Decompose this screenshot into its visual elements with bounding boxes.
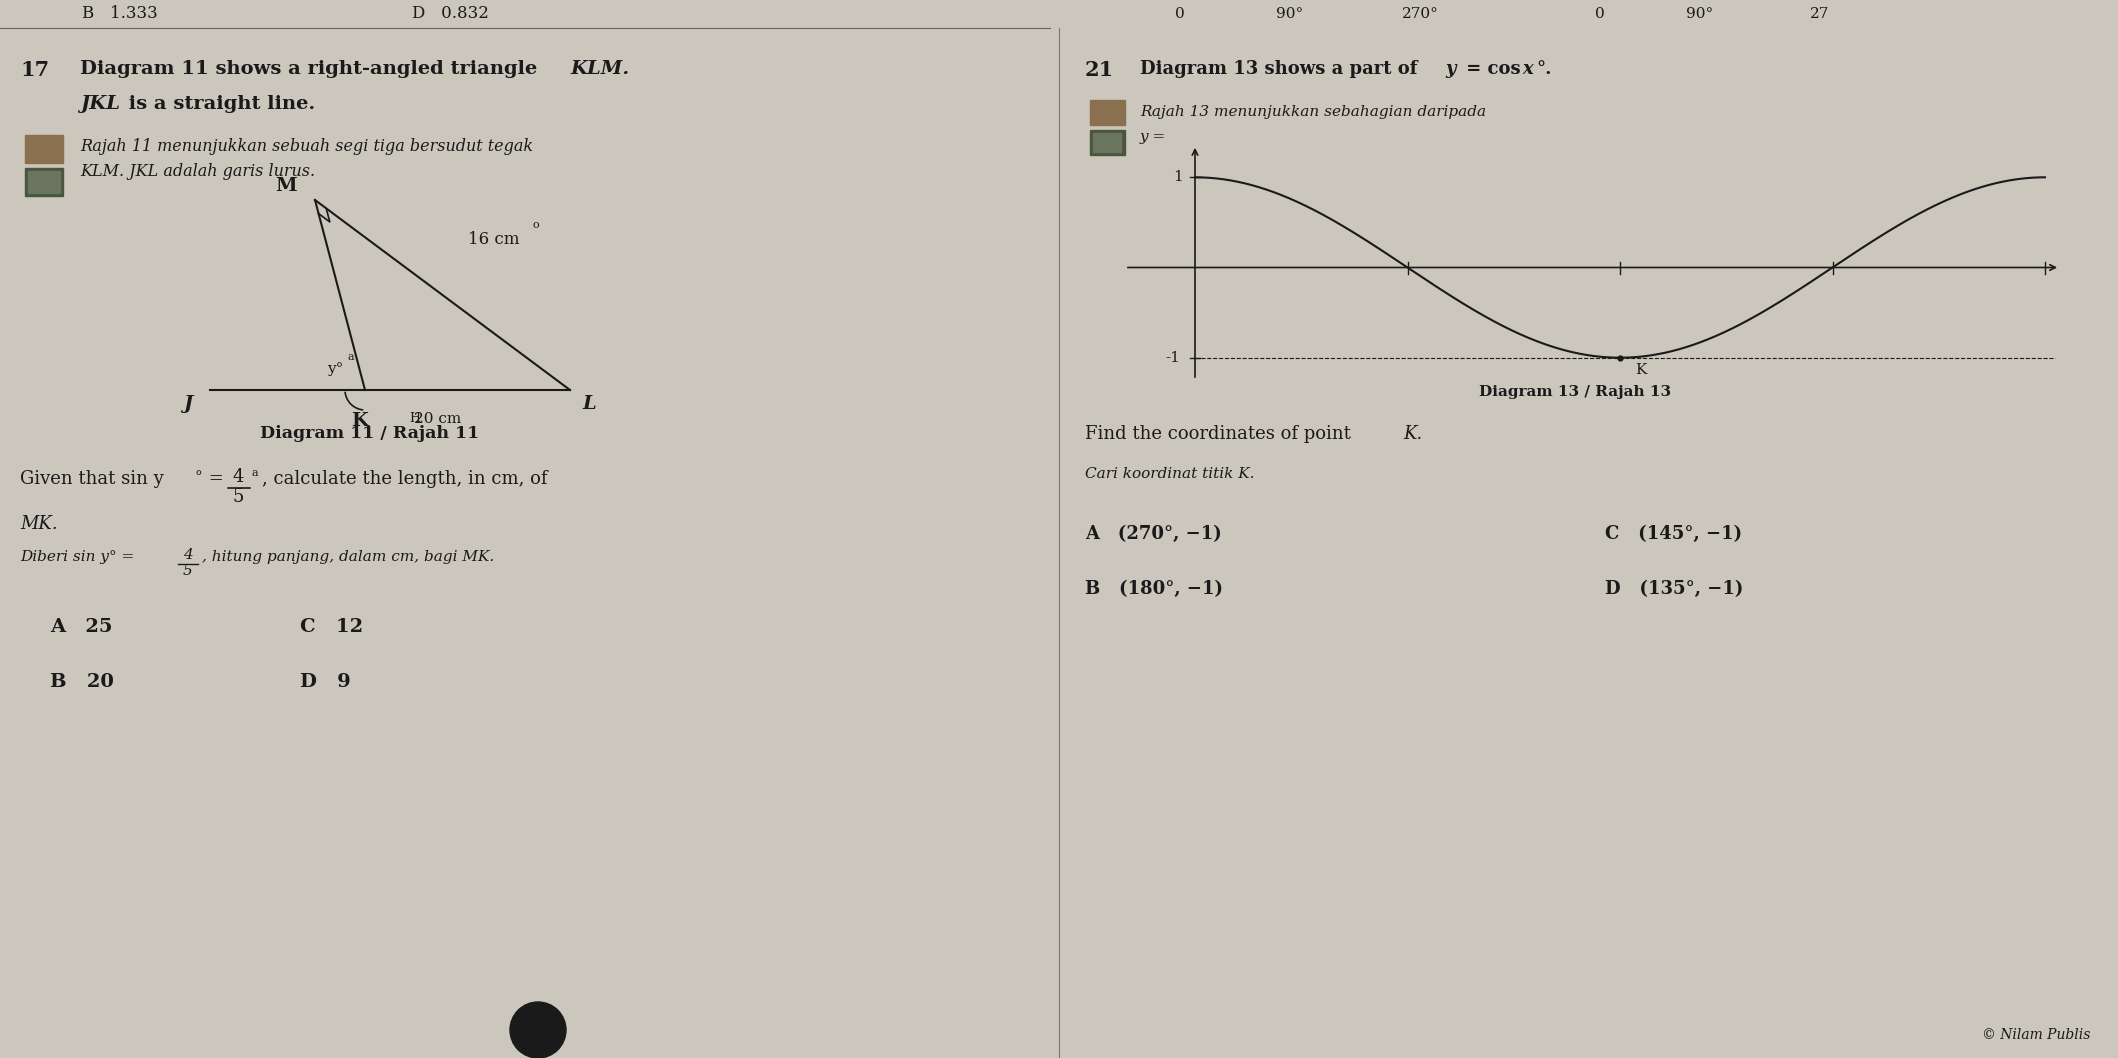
Text: K.: K. bbox=[1402, 425, 1423, 443]
Text: Diagram 13 shows a part of: Diagram 13 shows a part of bbox=[1139, 60, 1423, 78]
FancyBboxPatch shape bbox=[1091, 130, 1125, 156]
FancyBboxPatch shape bbox=[1091, 101, 1125, 125]
Text: A   (270°, −1): A (270°, −1) bbox=[1084, 525, 1222, 543]
Text: Diagram 11 / Rajah 11: Diagram 11 / Rajah 11 bbox=[261, 425, 479, 442]
Text: KLM. JKL adalah garis lurus.: KLM. JKL adalah garis lurus. bbox=[80, 163, 316, 180]
Text: 4: 4 bbox=[233, 468, 244, 486]
FancyBboxPatch shape bbox=[25, 168, 64, 196]
Text: Rajah 13 menunjukkan sebahagian daripada: Rajah 13 menunjukkan sebahagian daripada bbox=[1139, 105, 1491, 118]
Text: x: x bbox=[1523, 60, 1533, 78]
Text: 20 cm: 20 cm bbox=[413, 412, 462, 426]
Text: © Nilam Publis: © Nilam Publis bbox=[1982, 1028, 2090, 1042]
Circle shape bbox=[510, 1002, 566, 1058]
Text: =: = bbox=[203, 470, 229, 488]
Text: 90°: 90° bbox=[1686, 7, 1713, 21]
Text: 17: 17 bbox=[19, 60, 49, 80]
Text: 4: 4 bbox=[182, 548, 193, 562]
Text: is a straight line.: is a straight line. bbox=[123, 95, 316, 113]
Text: JKL: JKL bbox=[80, 95, 121, 113]
FancyBboxPatch shape bbox=[25, 135, 64, 163]
Text: D   0.832: D 0.832 bbox=[411, 5, 489, 22]
Text: y°: y° bbox=[326, 362, 343, 376]
FancyBboxPatch shape bbox=[1093, 133, 1120, 152]
Text: 5: 5 bbox=[182, 564, 193, 578]
Text: D   (135°, −1): D (135°, −1) bbox=[1605, 580, 1743, 598]
Text: C   (145°, −1): C (145°, −1) bbox=[1605, 525, 1743, 543]
Text: Cari koordinat titik K.: Cari koordinat titik K. bbox=[1084, 467, 1254, 481]
Text: °.: °. bbox=[1536, 60, 1552, 78]
Text: 1: 1 bbox=[1173, 170, 1184, 184]
Text: y =: y = bbox=[1139, 130, 1167, 144]
Text: B   (180°, −1): B (180°, −1) bbox=[1084, 580, 1222, 598]
Text: 0: 0 bbox=[1595, 7, 1605, 21]
Text: Diagram 13 / Rajah 13: Diagram 13 / Rajah 13 bbox=[1478, 385, 1671, 399]
Text: Find the coordinates of point: Find the coordinates of point bbox=[1084, 425, 1358, 443]
Text: Diberi sin y° =: Diberi sin y° = bbox=[19, 550, 140, 564]
Text: K: K bbox=[352, 412, 369, 430]
Text: B   20: B 20 bbox=[51, 673, 114, 691]
Text: C   12: C 12 bbox=[301, 618, 362, 636]
Text: Rajah 11 menunjukkan sebuah segi tiga bersudut tegak: Rajah 11 menunjukkan sebuah segi tiga be… bbox=[80, 138, 534, 156]
Text: 27: 27 bbox=[1811, 7, 1830, 21]
Text: KLM.: KLM. bbox=[570, 60, 629, 78]
Text: 16 cm: 16 cm bbox=[468, 232, 519, 249]
Text: Diagram 11 shows a right-angled triangle: Diagram 11 shows a right-angled triangle bbox=[80, 60, 544, 78]
Text: 21: 21 bbox=[525, 1021, 551, 1039]
Text: Given that sin y: Given that sin y bbox=[19, 470, 163, 488]
Text: , calculate the length, in cm, of: , calculate the length, in cm, of bbox=[263, 470, 546, 488]
Text: M: M bbox=[275, 177, 297, 195]
Text: y: y bbox=[1444, 60, 1455, 78]
FancyBboxPatch shape bbox=[28, 171, 59, 193]
Text: 270°: 270° bbox=[1402, 7, 1438, 21]
Text: L: L bbox=[582, 395, 595, 413]
Text: 0: 0 bbox=[1175, 7, 1184, 21]
Text: a: a bbox=[252, 468, 258, 478]
Text: MK.: MK. bbox=[19, 515, 57, 533]
Text: a: a bbox=[347, 352, 354, 362]
Text: J: J bbox=[182, 395, 193, 413]
Text: 21: 21 bbox=[1084, 60, 1114, 80]
Text: D   9: D 9 bbox=[301, 673, 352, 691]
Text: H: H bbox=[409, 412, 421, 425]
Text: = cos: = cos bbox=[1459, 60, 1527, 78]
Text: A   25: A 25 bbox=[51, 618, 112, 636]
Text: -1: -1 bbox=[1165, 350, 1180, 365]
Text: 90°: 90° bbox=[1277, 7, 1303, 21]
Text: o: o bbox=[532, 220, 540, 230]
Text: °: ° bbox=[195, 470, 203, 484]
Text: K: K bbox=[1635, 363, 1646, 377]
Text: , hitung panjang, dalam cm, bagi MK.: , hitung panjang, dalam cm, bagi MK. bbox=[201, 550, 493, 564]
Text: 5: 5 bbox=[233, 488, 244, 506]
Text: B   1.333: B 1.333 bbox=[83, 5, 159, 22]
